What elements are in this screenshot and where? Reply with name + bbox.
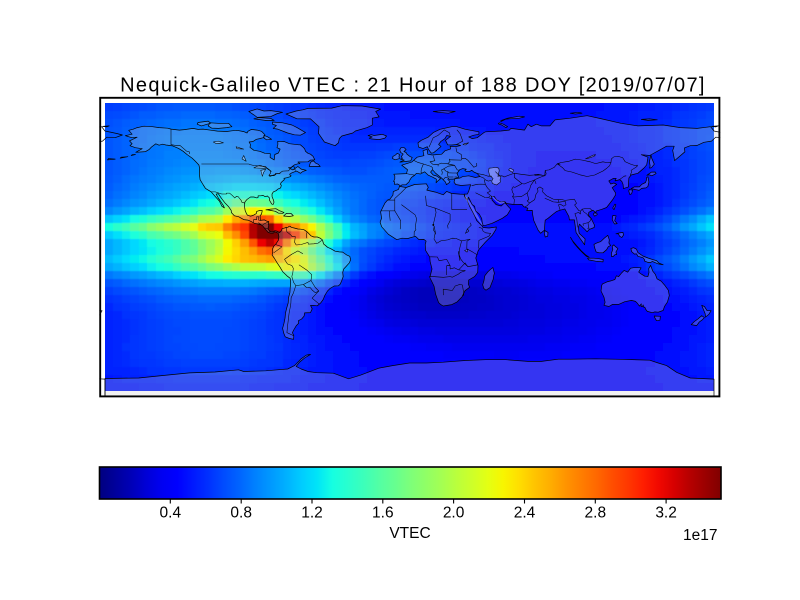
svg-text:2.0: 2.0 [443,505,465,522]
svg-text:0.4: 0.4 [160,505,182,522]
svg-text:1e17: 1e17 [683,527,717,544]
svg-text:2.8: 2.8 [585,505,607,522]
svg-text:0.8: 0.8 [230,505,252,522]
svg-text:2.4: 2.4 [514,505,536,522]
svg-text:3.2: 3.2 [655,505,677,522]
svg-text:Nequick-Galileo VTEC : 21 Hour: Nequick-Galileo VTEC : 21 Hour of 188 DO… [120,75,706,97]
svg-text:VTEC: VTEC [389,525,430,542]
svg-text:1.6: 1.6 [372,505,394,522]
svg-text:1.2: 1.2 [301,505,323,522]
